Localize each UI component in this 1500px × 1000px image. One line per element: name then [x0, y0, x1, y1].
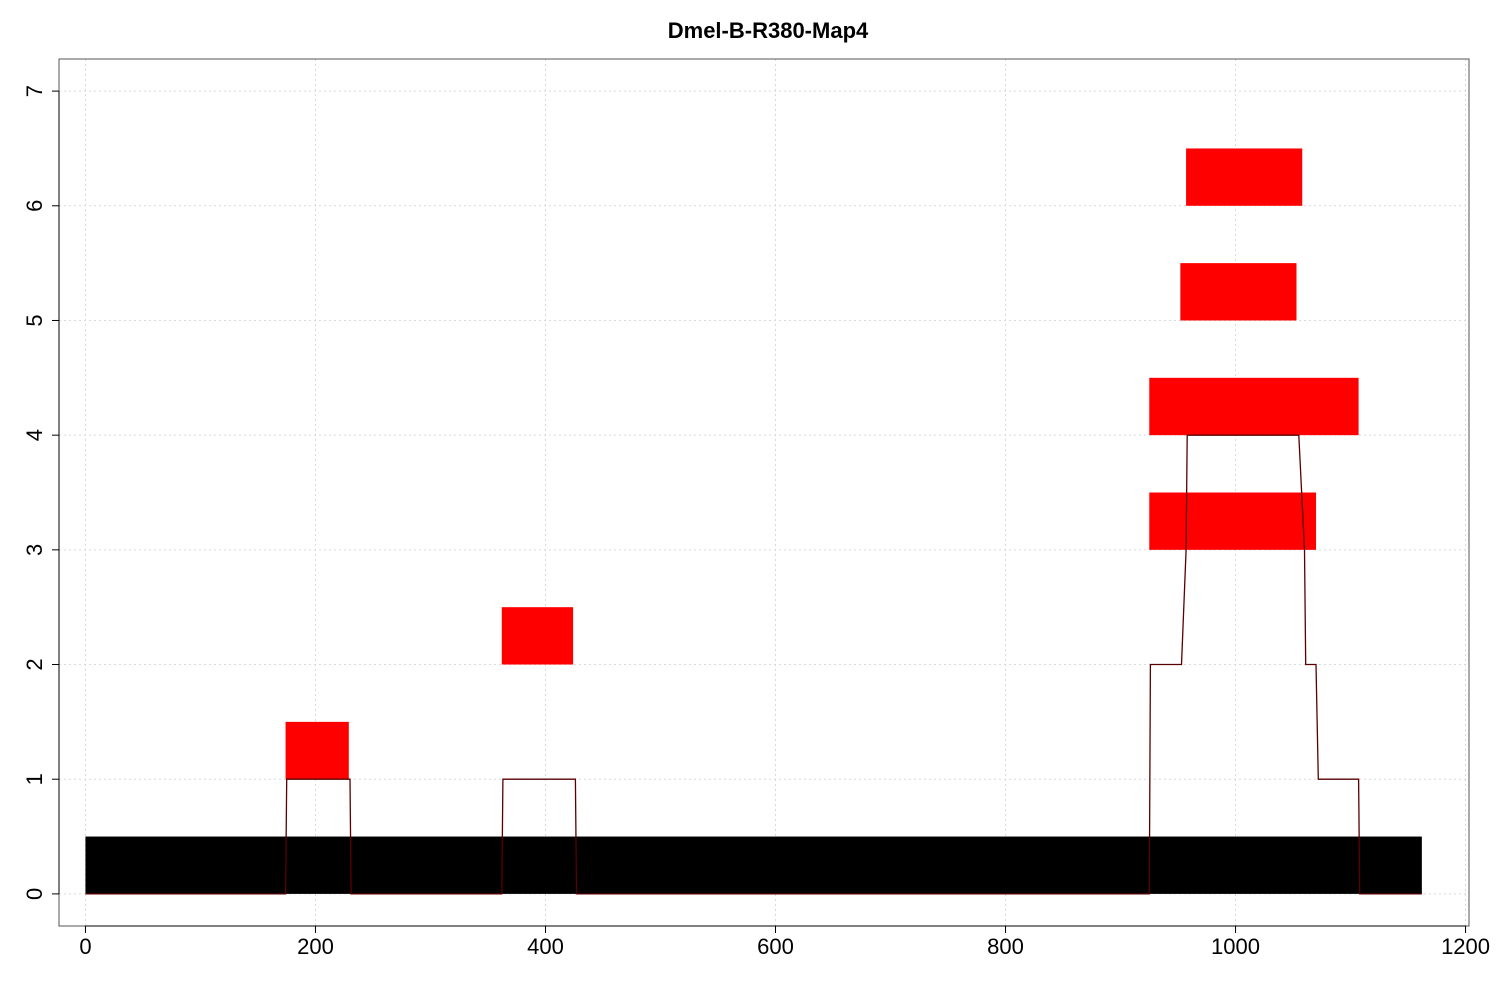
- y-tick-label: 2: [22, 658, 47, 670]
- segment-bar-6: [1186, 148, 1303, 206]
- reference-bar-layer: [85, 836, 1422, 894]
- x-tick-label: 1200: [1441, 934, 1490, 959]
- segment-bar-2: [501, 607, 574, 665]
- reference-bar: [85, 836, 1422, 894]
- segment-layer: [285, 148, 1359, 780]
- x-axis: 0 200 400 600 800 1000 1200: [79, 925, 1490, 959]
- y-tick-label: 3: [22, 544, 47, 556]
- x-tick-label: 800: [987, 934, 1024, 959]
- y-tick-label: 0: [22, 888, 47, 900]
- coverage-line-layer: [85, 434, 1422, 895]
- y-tick-label: 5: [22, 314, 47, 326]
- y-axis: 0 1 2 3 4 5 6 7: [22, 85, 60, 900]
- segment-bar-3: [1149, 492, 1317, 550]
- coverage-line: [85, 434, 1422, 895]
- y-tick-label: 6: [22, 200, 47, 212]
- x-tick-label: 0: [79, 934, 91, 959]
- x-tick-label: 600: [757, 934, 794, 959]
- y-tick-label: 7: [22, 85, 47, 97]
- y-tick-label: 4: [22, 429, 47, 441]
- y-tick-label: 1: [22, 773, 47, 785]
- x-tick-label: 400: [527, 934, 564, 959]
- x-tick-label: 200: [297, 934, 334, 959]
- chart-title: Dmel-B-R380-Map4: [668, 18, 869, 43]
- segment-bar-5: [1180, 263, 1297, 321]
- x-tick-label: 1000: [1211, 934, 1260, 959]
- segment-bar-1: [285, 721, 349, 780]
- segment-bar-4: [1149, 377, 1359, 436]
